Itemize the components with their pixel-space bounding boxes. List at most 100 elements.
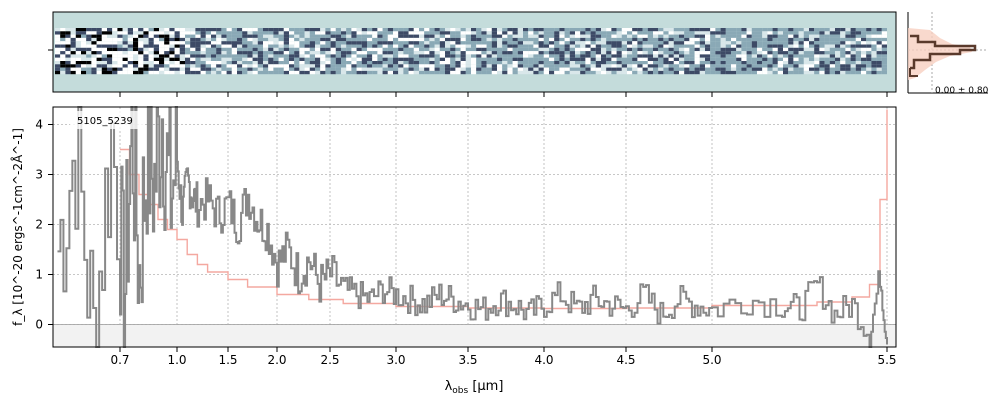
ribbon-pixel [419,54,425,58]
ribbon-pixel [81,47,87,52]
ribbon-pixel [294,28,300,32]
ribbon-pixel [819,31,825,35]
ribbon-pixel [60,34,66,38]
ribbon-pixel [845,70,851,75]
ribbon-pixel [507,31,513,35]
ribbon-pixel [684,64,690,68]
ribbon-pixel [75,57,81,61]
ribbon-pixel [382,41,388,45]
ribbon-pixel [273,37,279,42]
ribbon-pixel [382,54,388,58]
ribbon-pixel [642,37,648,42]
ribbon-pixel [476,47,482,52]
ribbon-pixel [127,61,133,65]
x-axis-label-unit: [μm] [468,379,503,394]
ribbon-pixel [460,31,466,35]
ribbon-pixel [434,54,440,58]
ribbon-pixel [367,54,373,58]
ribbon-pixel [829,64,835,68]
ribbon-pixel [601,37,607,42]
ribbon-pixel [445,47,451,52]
ribbon-pixel [221,34,227,38]
ribbon-pixel [798,31,804,35]
ribbon-pixel [60,41,66,45]
ribbon-pixel [497,61,503,65]
ribbon-pixel [746,61,752,65]
ribbon-pixel [673,67,679,71]
ribbon-pixel [465,37,471,42]
ribbon-pixel [861,57,867,61]
ribbon-pixel [772,37,778,42]
ribbon-pixel [278,70,284,75]
ribbon-pixel [627,31,633,35]
ribbon-pixel [122,70,128,75]
ribbon-pixel [263,31,269,35]
ribbon-pixel [393,57,399,61]
ribbon-pixel [387,41,393,45]
ribbon-pixel [471,31,477,35]
ribbon-pixel [715,34,721,38]
ribbon-pixel [762,28,768,32]
ribbon-pixel [616,64,622,68]
ribbon-pixel [757,64,763,68]
ribbon-pixel [658,47,664,52]
ribbon-pixel [611,51,617,55]
ribbon-pixel [663,70,669,75]
ribbon-pixel [372,34,378,38]
ribbon-pixel [616,67,622,71]
ribbon-pixel [746,44,752,48]
ribbon-pixel [231,61,237,65]
ribbon-pixel [658,54,664,58]
ribbon-pixel [517,47,523,52]
ribbon-pixel [70,64,76,68]
ribbon-pixel [304,57,310,61]
ribbon-pixel [595,57,601,61]
ribbon-pixel [705,44,711,48]
ribbon-pixel [242,64,248,68]
ribbon-pixel [627,70,633,75]
ribbon-pixel [413,41,419,45]
ribbon-pixel [221,51,227,55]
ribbon-pixel [164,47,170,52]
ribbon-pixel [538,37,544,42]
ribbon-pixel [55,44,61,48]
ribbon-pixel [855,67,861,71]
ribbon-pixel [200,37,206,42]
ribbon-pixel [647,67,653,71]
ribbon-pixel [439,64,445,68]
ribbon-pixel [559,28,565,32]
ribbon-pixel [861,31,867,35]
ribbon-pixel [309,61,315,65]
ribbon-pixel [595,31,601,35]
ribbon-pixel [580,70,586,75]
ribbon-pixel [554,64,560,68]
ribbon-pixel [112,44,118,48]
ribbon-pixel [809,64,815,68]
ribbon-pixel [382,64,388,68]
ribbon-pixel [715,28,721,32]
histogram-outline [910,34,977,70]
ribbon-pixel [512,61,518,65]
ribbon-pixel [673,44,679,48]
ribbon-pixel [330,64,336,68]
ribbon-pixel [408,37,414,42]
ribbon-pixel [632,64,638,68]
ribbon-pixel [611,34,617,38]
ribbon-pixel [845,34,851,38]
ribbon-pixel [257,28,263,32]
ribbon-pixel [455,44,461,48]
ribbon-pixel [710,28,716,32]
ribbon-pixel [824,51,830,55]
ribbon-pixel [101,67,107,71]
ribbon-pixel [689,34,695,38]
ribbon-pixel [159,54,165,58]
ribbon-pixel [169,70,175,75]
ribbon-pixel [569,37,575,42]
ribbon-pixel [289,34,295,38]
ribbon-pixel [377,61,383,65]
ribbon-pixel [481,41,487,45]
ribbon-pixel [809,51,815,55]
ribbon-pixel [70,47,76,52]
ribbon-pixel [788,34,794,38]
ribbon-pixel [226,28,232,32]
